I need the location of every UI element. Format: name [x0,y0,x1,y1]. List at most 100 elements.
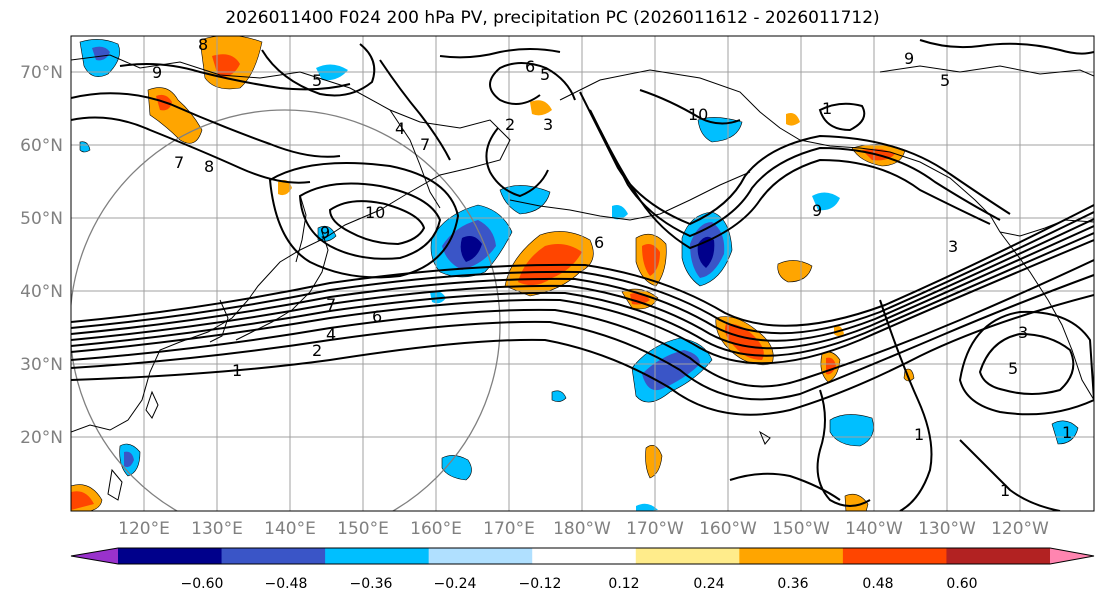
pv-contour [119,63,351,91]
lon-label: 180°W [553,519,611,539]
colorbar-tick-label: −0.60 [181,576,224,592]
pos-anomaly-patch [530,100,552,116]
pv-contour [589,109,1001,238]
pv-contour [439,48,561,59]
pv-contour-label: 1 [914,425,924,444]
pv-contour-label: 6 [372,307,382,326]
neg-anomaly-patch [1051,420,1079,445]
colorbar-extend-high [1050,548,1094,564]
lat-label: 20°N [20,428,63,448]
colorbar-segment [325,548,430,564]
colorbar-segment [221,548,326,564]
colorbar-tick-label: 0.24 [693,576,724,592]
pv-contour [71,218,1094,342]
pv-contour-label: 3 [948,237,958,256]
neg-anomaly-patch [612,205,628,220]
lon-label: 140°W [845,519,903,539]
pv-contour-label: 1 [1062,423,1072,442]
pos-anomaly-core [725,323,764,360]
lon-label: 130°W [918,519,976,539]
figure-title: 2026011400 F024 200 hPa PV, precipitatio… [225,8,880,28]
colorbar-tick-label: 0.48 [862,576,893,592]
colorbar-outline [70,547,1095,565]
pv-contour-label: 9 [812,201,822,220]
pv-contour [818,102,866,132]
lat-label: 70°N [20,63,63,83]
lon-label: 160°E [410,519,462,539]
neg-anomaly-core [697,236,715,268]
lon-label: 170°E [483,519,535,539]
pv-contour-label: 6 [525,57,535,76]
pv-contour-label: 7 [174,153,184,172]
colorbar-tick-label: −0.12 [519,576,562,592]
pv-contour [379,59,451,161]
pv-contour-label: 7 [326,295,336,314]
pv-contour-label: 4 [395,119,405,138]
pv-contour [71,239,1094,365]
pv-contour [71,211,1094,335]
lon-label: 150°W [772,519,830,539]
pv-contour [958,310,1094,416]
pv-contour-label: 9 [904,49,914,68]
latitude-labels: 70°N 60°N 50°N 40°N 30°N 20°N [20,63,63,448]
pv-contour-label: 1 [1000,481,1010,500]
colorbar-extend-low [71,548,118,564]
neg-anomaly-patch [636,503,658,511]
coastline-alaska [559,69,1001,233]
pos-anomaly-patch [278,180,292,196]
pv-contour [579,91,1011,226]
neg-anomaly-mid [124,451,134,468]
pv-contour [261,43,376,97]
coastline-arctic-islands [879,65,1094,77]
plot-frame [70,35,1095,512]
pv-contour [485,127,549,198]
pv-contour-label: 10 [688,105,708,124]
coastline-hawaii [758,430,771,445]
colorbar-segment [946,548,1051,564]
colorbar-segment [118,548,223,564]
neg-anomaly-core [460,236,482,262]
pv-contour-label: 8 [198,35,208,54]
pv-contour [298,182,442,260]
lon-label: 130°E [191,519,243,539]
pv-contour-label: 6 [594,233,604,252]
colorbar-segment [532,548,637,564]
pv-contour-label: 10 [365,203,385,222]
pv-contour-labels: 9 5 6 5 2 3 4 10 1 5 8 7 8 7 10 9 7 6 4 … [152,35,1072,500]
pv-contour [71,204,1094,327]
colorbar-tick-label: −0.36 [350,576,393,592]
range-circle [71,109,501,511]
pv-contour [919,39,1094,55]
coastline-taiwan [145,390,159,419]
pv-contour-label: 5 [540,65,550,84]
pos-anomaly-patch [777,260,813,283]
pos-anomaly-patch [786,113,800,126]
neg-anomaly-patch [430,290,446,304]
pv-contour [879,299,933,511]
pv-contour-label: 2 [312,341,322,360]
colorbar-segment [428,548,533,564]
lat-label: 40°N [20,282,63,302]
pv-contours [71,39,1094,511]
graticule [71,36,1094,511]
coastline-kamchatka [389,109,441,209]
longitude-labels: 120°E 130°E 140°E 150°E 160°E 170°E 180°… [118,519,1049,539]
pv-contour [959,439,1061,511]
pv-contour-label: 1 [232,361,242,380]
lon-label: 160°W [699,519,757,539]
lat-label: 50°N [20,209,63,229]
colorbar-tick-label: −0.48 [265,576,308,592]
map-plot-area: 9 5 6 5 2 3 4 10 1 5 8 7 8 7 10 9 7 6 4 … [71,35,1094,511]
pv-contour [268,162,460,279]
pv-contour [71,274,1094,401]
pv-contour-label: 5 [1008,359,1018,378]
neg-anomaly-patch [79,141,91,153]
colorbar-tick-label: 0.12 [608,576,639,592]
pos-anomaly-core [71,491,94,510]
pv-contour [978,332,1075,395]
pv-contour-label: 5 [940,71,950,90]
lon-label: 120°W [991,519,1049,539]
pv-contour-label: 3 [543,115,553,134]
neg-anomaly-patch [812,192,840,211]
